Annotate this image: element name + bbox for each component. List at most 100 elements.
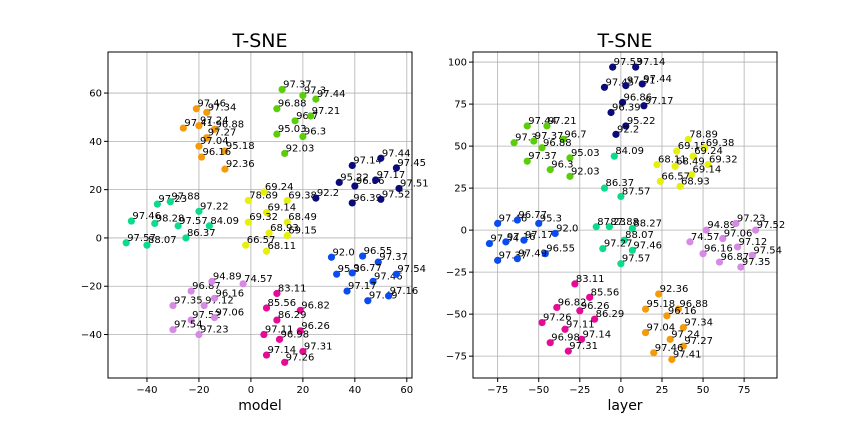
data-point [701, 144, 709, 152]
data-point-label: 97.27 [604, 239, 633, 250]
data-point [273, 316, 281, 324]
data-point-label: 92.2 [617, 124, 639, 135]
data-point [187, 316, 195, 324]
y-tick-label: 100 [448, 58, 467, 69]
data-point [494, 256, 502, 264]
data-point-label: 97.17 [645, 96, 674, 107]
data-point [151, 219, 159, 228]
axis-ticks: −40 −20 0 20 40 60 −40 −20 0 20 40 60 [81, 89, 413, 396]
data-point-label: 69.32 [709, 155, 738, 166]
data-point [704, 160, 712, 169]
layer-scatter-panel: T-SNE 97.5397.1497.4597.5197.4496.8697.1… [446, 30, 785, 414]
data-point [203, 108, 211, 116]
x-tick-label: 0 [618, 385, 624, 396]
data-point [143, 241, 151, 249]
y-tick-label: −50 [446, 310, 467, 321]
data-point-label: 94.89 [213, 271, 242, 282]
data-point-label: 97.46 [499, 213, 528, 224]
data-point [372, 176, 380, 184]
data-point-label: 96.39 [612, 102, 641, 113]
x-tick-label: 0 [248, 385, 254, 396]
data-point [122, 239, 130, 247]
data-point [541, 250, 549, 258]
data-point [622, 82, 630, 90]
data-point [307, 112, 315, 120]
data-point [127, 217, 135, 225]
data-point [591, 315, 599, 323]
data-point [632, 63, 640, 71]
data-points: 97.4697.3497.4197.2496.8897.2797.0495.18… [122, 79, 429, 366]
data-point-label: 78.89 [249, 191, 278, 202]
y-tick-label: 50 [454, 142, 467, 153]
data-point-label: 97.46 [633, 240, 662, 251]
y-tick-label: −25 [446, 268, 467, 279]
data-point [523, 122, 531, 130]
data-points: 97.5397.1497.4597.5197.4496.8697.1796.39… [485, 57, 786, 364]
data-point-label: 97.21 [548, 116, 577, 127]
y-tick-label: 40 [89, 137, 102, 148]
data-point-label: 97.26 [543, 313, 572, 324]
data-point-label: 97.37 [379, 252, 408, 263]
data-point [205, 222, 213, 230]
data-point [242, 241, 250, 249]
data-point [553, 303, 561, 312]
data-point [600, 184, 609, 192]
data-point-label: 96.82 [558, 297, 587, 308]
data-point [265, 229, 273, 237]
data-point-label: 88.27 [633, 218, 662, 229]
y-tick-label: 20 [89, 185, 102, 196]
data-point-label: 96.88 [679, 299, 708, 310]
data-point-label: 97.23 [737, 213, 766, 224]
data-point-label: 96.98 [280, 329, 309, 340]
data-point [485, 239, 494, 248]
data-point [609, 63, 617, 71]
data-point [312, 95, 320, 103]
data-point-label: 68.93 [681, 176, 710, 187]
data-point-label: 92.0 [556, 223, 578, 234]
data-point-label: 87.23 [597, 217, 626, 228]
data-point [291, 117, 299, 125]
data-point-label: 96.3 [304, 127, 326, 138]
data-point-label: 97.06 [216, 308, 245, 319]
data-point-label: 95.22 [627, 116, 656, 127]
data-point-label: 69.24 [265, 182, 294, 193]
data-point [538, 318, 546, 327]
y-tick-label: 25 [454, 184, 467, 195]
data-point-label: 97.04 [200, 136, 229, 147]
data-point [671, 162, 679, 170]
data-point [543, 122, 551, 130]
data-point-label: 95.03 [571, 148, 600, 159]
data-point-label: 84.09 [615, 146, 644, 157]
data-point-label: 95.03 [278, 124, 307, 135]
data-point [571, 280, 579, 288]
data-point-label: 97.31 [304, 341, 333, 352]
data-point-label: 97.31 [569, 341, 598, 352]
data-point-label: 86.37 [187, 228, 216, 239]
data-point [666, 335, 674, 343]
y-tick-label: 75 [454, 100, 467, 111]
data-point [502, 238, 510, 246]
data-point-label: 97.34 [684, 318, 713, 329]
data-point [600, 83, 609, 91]
data-point-label: 97.52 [757, 220, 786, 231]
data-point [179, 124, 187, 132]
data-point [655, 290, 663, 298]
data-point-label: 92.0 [332, 247, 354, 258]
data-point-label: 97.12 [739, 237, 768, 248]
data-point-label: 69.38 [288, 191, 317, 202]
data-point [617, 192, 625, 201]
y-tick-label: 0 [96, 233, 102, 244]
data-point [702, 226, 710, 234]
data-point [281, 358, 289, 366]
data-point [523, 157, 531, 165]
data-point-label: 96.88 [278, 99, 307, 110]
data-point-label: 97.3 [304, 85, 326, 96]
data-point-label: 97.46 [655, 343, 684, 354]
data-point-label: 92.36 [660, 284, 689, 295]
data-point-label: 96.77 [518, 210, 547, 221]
data-point-label: 97.52 [382, 189, 411, 200]
data-point-label: 97.37 [283, 79, 312, 90]
data-point [260, 330, 268, 339]
data-point [679, 342, 687, 350]
data-point [689, 152, 697, 160]
